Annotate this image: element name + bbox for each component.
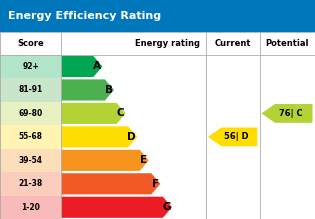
Text: E: E: [140, 155, 147, 165]
Polygon shape: [61, 150, 149, 171]
Bar: [0, 0, 315, 32]
Polygon shape: [61, 126, 137, 147]
Text: Energy rating: Energy rating: [135, 39, 200, 48]
Polygon shape: [261, 104, 312, 123]
Text: 56| D: 56| D: [224, 132, 249, 141]
Polygon shape: [61, 79, 114, 101]
Text: Score: Score: [17, 39, 44, 48]
Bar: [0, 78, 61, 102]
Text: 69-80: 69-80: [19, 109, 43, 118]
Bar: [0, 102, 61, 125]
Text: 81-91: 81-91: [19, 85, 43, 94]
Polygon shape: [61, 103, 126, 124]
Text: G: G: [162, 202, 171, 212]
Text: 1-20: 1-20: [21, 203, 40, 212]
Text: 92+: 92+: [22, 62, 39, 71]
Text: C: C: [117, 108, 124, 118]
Bar: [0, 172, 61, 196]
Text: F: F: [152, 179, 159, 189]
Text: Potential: Potential: [266, 39, 309, 48]
Text: 21-38: 21-38: [19, 179, 43, 188]
Text: 76| C: 76| C: [279, 109, 303, 118]
Bar: [0, 125, 61, 149]
Text: A: A: [93, 62, 101, 71]
Polygon shape: [61, 173, 160, 194]
Text: B: B: [105, 85, 113, 95]
Bar: [0, 196, 61, 219]
Text: 55-68: 55-68: [19, 132, 43, 141]
Text: Energy Efficiency Rating: Energy Efficiency Rating: [8, 11, 161, 21]
Bar: [0, 55, 61, 78]
Text: 39-54: 39-54: [19, 156, 43, 165]
Polygon shape: [61, 56, 102, 77]
Text: D: D: [127, 132, 136, 142]
Polygon shape: [208, 127, 257, 146]
Polygon shape: [61, 197, 172, 218]
Bar: [0, 149, 61, 172]
Text: Current: Current: [215, 39, 251, 48]
